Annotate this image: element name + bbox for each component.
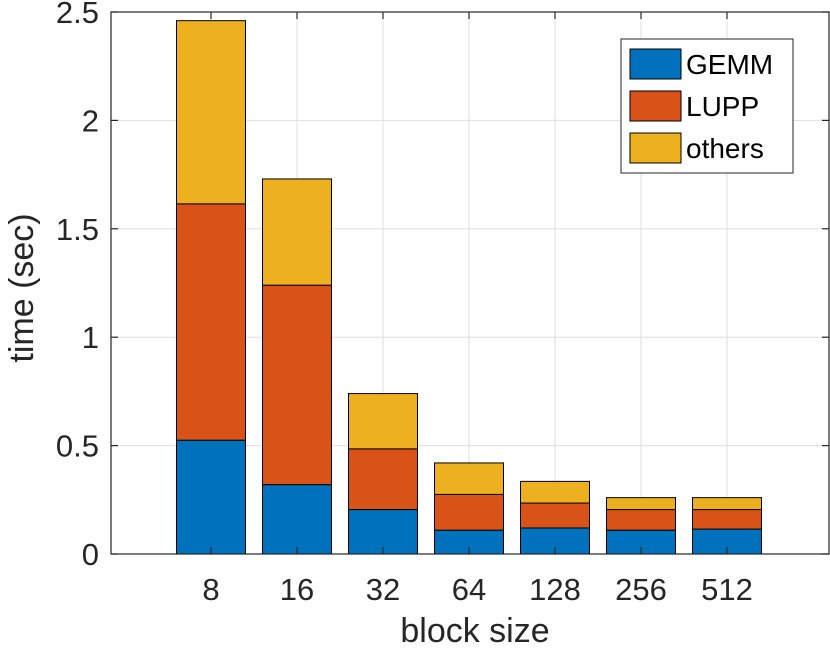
legend-label-others: others bbox=[686, 133, 764, 164]
legend-label-lupp: LUPP bbox=[686, 91, 759, 122]
legend-swatch-gemm bbox=[629, 48, 682, 80]
y-tick-label: 0 bbox=[82, 537, 99, 572]
bar-segment-others-8 bbox=[176, 20, 246, 205]
x-tick-label: 512 bbox=[701, 572, 753, 607]
legend-label-gemm: GEMM bbox=[686, 49, 773, 80]
legend: GEMM LUPP others bbox=[620, 38, 794, 174]
y-tick-label: 2 bbox=[82, 103, 99, 138]
plot-area-frame bbox=[110, 11, 830, 555]
bar-segment-others-128 bbox=[520, 480, 590, 504]
x-tick-label: 16 bbox=[280, 572, 314, 607]
legend-swatch-others bbox=[629, 132, 682, 164]
x-tick-label: 8 bbox=[202, 572, 219, 607]
x-tick-label: 128 bbox=[529, 572, 581, 607]
y-tick-label: 1 bbox=[82, 320, 99, 355]
bar-segment-lupp-256 bbox=[606, 509, 676, 531]
bar-segment-others-64 bbox=[434, 462, 504, 495]
y-axis-title: time (sec) bbox=[3, 213, 41, 362]
bar-segment-lupp-32 bbox=[348, 448, 418, 511]
bar-segment-lupp-64 bbox=[434, 493, 504, 531]
bar-segment-lupp-16 bbox=[262, 284, 332, 486]
y-tick-label: 2.5 bbox=[56, 0, 99, 30]
bar-segment-gemm-8 bbox=[176, 439, 246, 555]
y-tick-label: 1.5 bbox=[56, 212, 99, 247]
bar-segment-lupp-512 bbox=[692, 509, 762, 530]
bars bbox=[176, 20, 762, 555]
bar-segment-lupp-128 bbox=[520, 502, 590, 529]
x-axis-title: block size bbox=[400, 612, 549, 650]
legend-swatch-lupp bbox=[629, 90, 682, 122]
bar-segment-gemm-32 bbox=[348, 509, 418, 555]
y-tick-labels: 0 0.5 1 1.5 2 2.5 bbox=[56, 0, 99, 572]
bar-segment-others-512 bbox=[692, 497, 762, 511]
x-tick-labels: 8 16 32 64 128 256 512 bbox=[202, 572, 752, 607]
y-tick-label: 0.5 bbox=[56, 429, 99, 464]
x-tick-label: 32 bbox=[366, 572, 400, 607]
bar-segment-lupp-8 bbox=[176, 203, 246, 441]
axes bbox=[110, 11, 830, 555]
bar-segment-others-16 bbox=[262, 178, 332, 286]
x-tick-label: 64 bbox=[452, 572, 486, 607]
x-tick-label: 256 bbox=[615, 572, 667, 607]
bar-segment-others-256 bbox=[606, 497, 676, 511]
bar-segment-others-32 bbox=[348, 393, 418, 450]
bar-segment-gemm-16 bbox=[262, 484, 332, 555]
